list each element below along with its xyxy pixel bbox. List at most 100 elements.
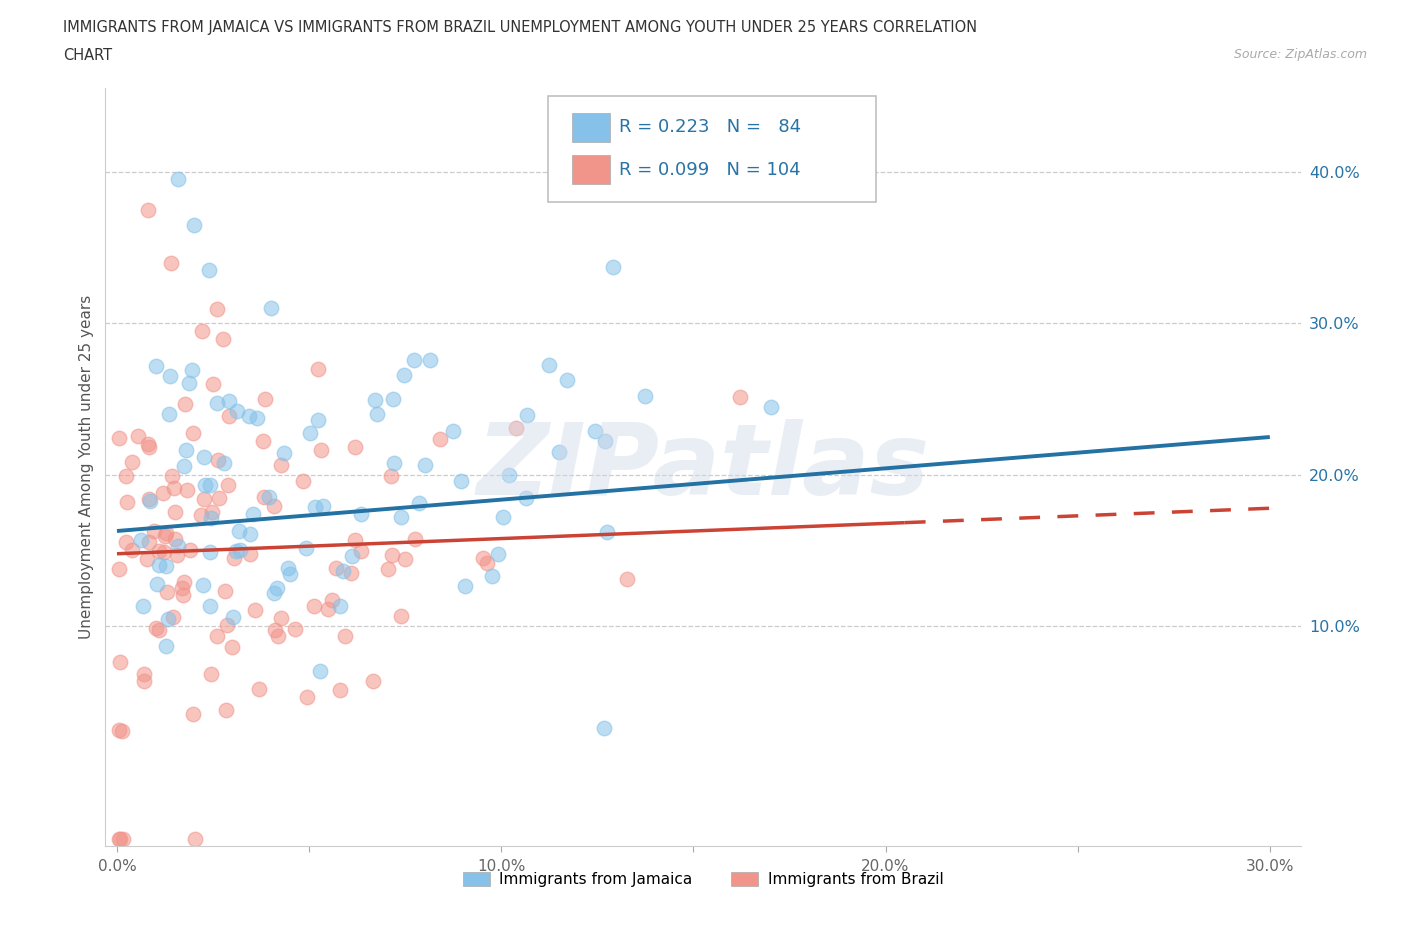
Point (284, 622, 307, 637)
Point (181, 707, 204, 722)
Point (228, 523, 250, 538)
Point (335, 629, 357, 644)
Point (156, 611, 179, 626)
Point (198, 544, 221, 559)
Point (277, 561, 299, 576)
Point (215, 702, 238, 717)
Point (193, 492, 215, 507)
Point (515, 490, 537, 505)
Point (215, 618, 238, 632)
Point (239, 547, 262, 562)
Point (389, 608, 412, 623)
Point (295, 541, 318, 556)
Point (728, 390, 751, 405)
Point (225, 543, 247, 558)
Point (152, 485, 174, 500)
Point (254, 392, 277, 406)
Point (389, 510, 412, 525)
Bar (571, 155, 610, 184)
Point (108, 562, 131, 577)
Point (602, 260, 624, 275)
Point (138, 492, 160, 507)
Point (486, 547, 509, 562)
Point (263, 499, 285, 514)
Point (207, 301, 229, 316)
Point (441, 424, 464, 439)
Point (350, 544, 373, 559)
Point (155, 558, 177, 573)
Point (295, 689, 318, 704)
Point (115, 534, 138, 549)
Point (190, 508, 212, 523)
Point (179, 543, 201, 558)
Point (214, 584, 236, 599)
Point (307, 361, 329, 376)
Point (253, 490, 276, 505)
Point (193, 449, 215, 464)
Point (380, 469, 402, 484)
Point (270, 458, 292, 472)
Point (159, 368, 181, 383)
Point (148, 558, 170, 573)
Point (221, 640, 243, 655)
Point (212, 456, 235, 471)
Point (198, 477, 221, 492)
Point (472, 551, 495, 565)
Point (136, 202, 159, 217)
Point (555, 372, 578, 387)
Point (200, 511, 222, 525)
Point (157, 406, 180, 421)
Text: ZIPatlas: ZIPatlas (477, 418, 929, 516)
Point (278, 566, 301, 581)
Point (382, 392, 405, 406)
Point (180, 363, 202, 378)
Point (115, 468, 138, 483)
Point (198, 263, 221, 278)
Point (194, 478, 217, 493)
Point (211, 331, 233, 346)
Point (159, 255, 181, 270)
Point (454, 578, 477, 593)
Point (247, 682, 270, 697)
Point (342, 549, 364, 564)
Point (176, 483, 198, 498)
Point (263, 586, 285, 601)
Point (239, 526, 262, 541)
Point (350, 506, 373, 521)
Text: IMMIGRANTS FROM JAMAICA VS IMMIGRANTS FROM BRAZIL UNEMPLOYMENT AMONG YOUTH UNDER: IMMIGRANTS FROM JAMAICA VS IMMIGRANTS FR… (63, 20, 977, 35)
Point (377, 562, 399, 577)
Point (593, 434, 616, 449)
Point (547, 445, 569, 459)
Point (404, 531, 426, 546)
Point (135, 551, 157, 566)
Point (394, 551, 416, 566)
Point (148, 543, 170, 558)
Point (596, 525, 619, 539)
Point (259, 489, 281, 504)
Point (134, 667, 156, 682)
Point (155, 525, 177, 540)
Point (138, 535, 160, 550)
Point (207, 629, 229, 644)
Point (270, 610, 292, 625)
Point (408, 495, 430, 510)
Point (179, 376, 201, 391)
Point (198, 599, 221, 614)
Point (148, 622, 170, 637)
Point (165, 504, 187, 519)
Point (222, 610, 245, 625)
Point (218, 409, 240, 424)
Point (481, 569, 503, 584)
Point (343, 533, 366, 548)
Point (392, 367, 415, 382)
Point (172, 587, 194, 602)
Point (108, 831, 131, 846)
Legend: Immigrants from Jamaica, Immigrants from Brazil: Immigrants from Jamaica, Immigrants from… (457, 866, 949, 893)
Point (145, 358, 167, 373)
Point (252, 433, 274, 448)
Point (183, 218, 205, 232)
Point (155, 639, 177, 654)
Point (191, 578, 214, 592)
Point (339, 566, 361, 581)
Point (363, 673, 385, 688)
